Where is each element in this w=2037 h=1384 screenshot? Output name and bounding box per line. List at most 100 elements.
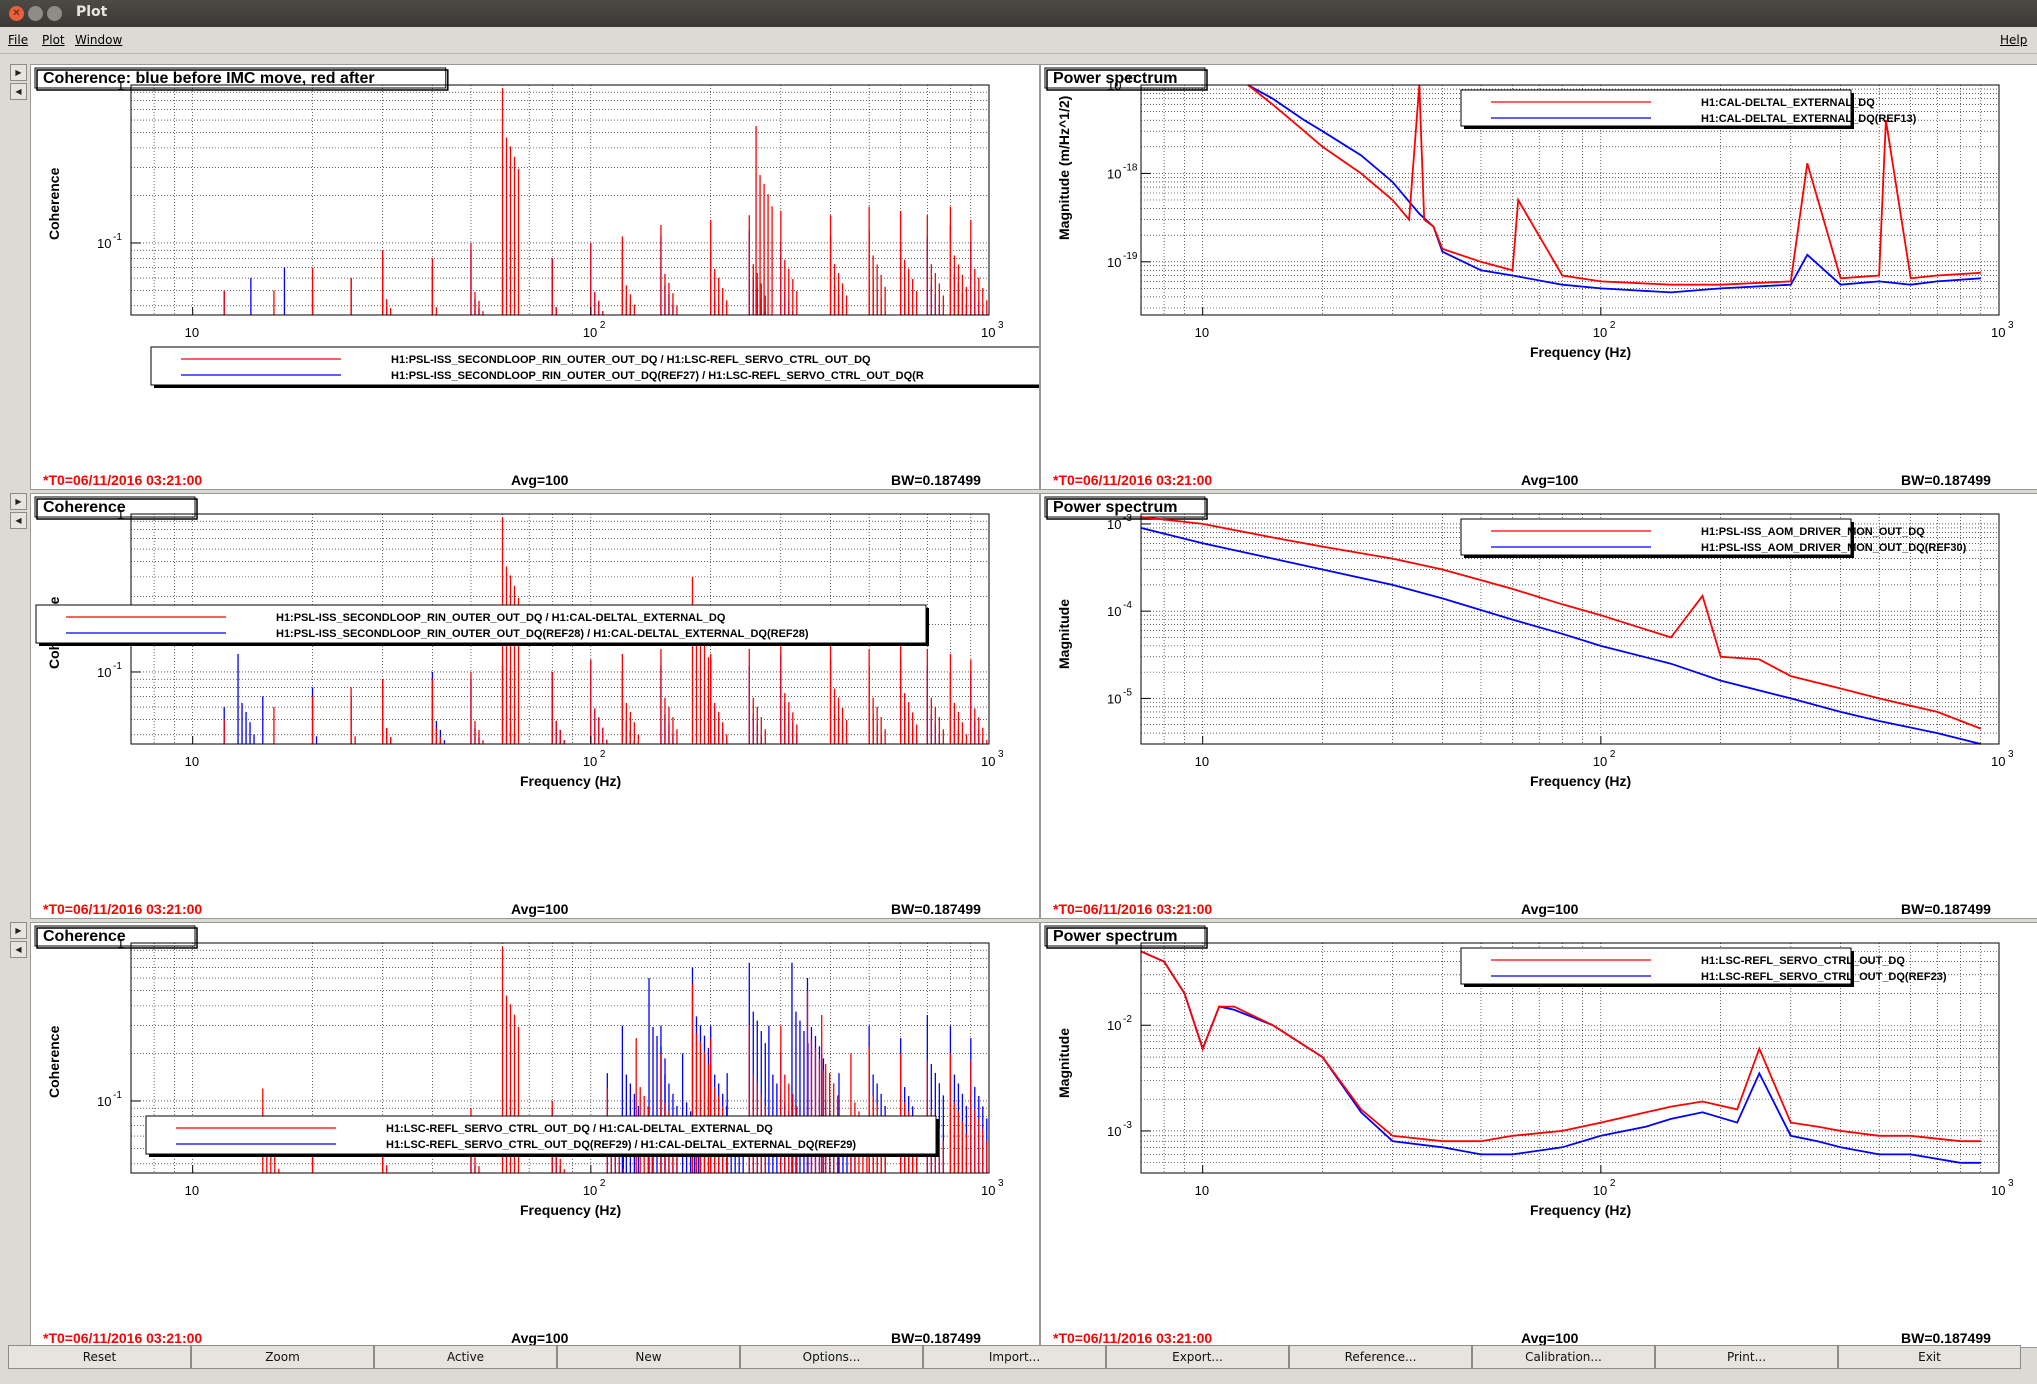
- x-tick-label: 10: [981, 325, 995, 340]
- plot-title-box: [1044, 67, 1206, 89]
- pad-up-arrow-icon[interactable]: ▶: [10, 64, 27, 81]
- menu-plot[interactable]: Plot: [42, 33, 65, 47]
- close-icon[interactable]: ✕: [9, 6, 24, 21]
- plot-title-box: [34, 67, 447, 89]
- x-tick-exponent: 2: [1610, 1178, 1616, 1189]
- x-tick-label: 10: [185, 754, 199, 769]
- plot-pad-spectrum-top[interactable]: Power spectrum 10 10 2 10 3 10 -17 10 -18 10 -19 Fre…: [1040, 64, 2037, 490]
- zoom-button[interactable]: Zoom: [191, 1345, 374, 1369]
- reset-button[interactable]: Reset: [8, 1345, 191, 1369]
- y-tick-exponent: -4: [1123, 600, 1132, 611]
- series-line-0: [1140, 527, 1982, 745]
- legend-entry: H1:LSC-REFL_SERVO_CTRL_OUT_DQ(REF23): [1701, 971, 1947, 983]
- y-tick-exponent: -18: [1123, 162, 1138, 173]
- x-tick-label: 10: [583, 754, 597, 769]
- menu-file[interactable]: File: [8, 33, 29, 47]
- grid: [1140, 514, 2000, 745]
- x-axis-label: Frequency (Hz): [1530, 1202, 1631, 1218]
- legend-entry: H1:LSC-REFL_SERVO_CTRL_OUT_DQ: [1701, 955, 1905, 967]
- calibration-button[interactable]: Calibration...: [1472, 1345, 1655, 1369]
- legend-entry: H1:CAL-DELTAL_EXTERNAL_DQ: [1701, 97, 1875, 109]
- x-tick-exponent: 3: [2008, 749, 2014, 760]
- bottom-toolbar: Reset Zoom Active New Options... Import.…: [8, 1345, 2034, 1369]
- x-tick-label: 10: [1991, 1183, 2005, 1198]
- footer-t0: *T0=06/11/2016 03:21:00: [1053, 472, 1212, 488]
- y-tick-label: 10: [97, 236, 111, 251]
- menu-help[interactable]: Help: [2000, 33, 2028, 47]
- minimize-icon[interactable]: [28, 6, 43, 21]
- plot-pad-spectrum-bottom[interactable]: Power spectrum 10 10 2 10 3 10 -2 10 -3 Frequency …: [1040, 922, 2037, 1348]
- pad-down-arrow-icon[interactable]: ◀: [10, 512, 27, 529]
- x-axis-label: Frequency (Hz): [1530, 773, 1631, 789]
- y-tick-label: 1: [117, 78, 124, 93]
- plot-title-box: [34, 496, 196, 518]
- y-tick-exponent: -5: [1123, 687, 1132, 698]
- footer-bw: BW=0.187499: [1901, 901, 1991, 917]
- export-button[interactable]: Export...: [1106, 1345, 1289, 1369]
- footer-t0: *T0=06/11/2016 03:21:00: [1053, 1330, 1212, 1346]
- plot-title-shadow: [1046, 69, 1208, 91]
- options-button[interactable]: Options...: [740, 1345, 923, 1369]
- active-button[interactable]: Active: [374, 1345, 557, 1369]
- x-tick-label: 10: [1195, 325, 1209, 340]
- menu-bar: File Plot Window Help: [0, 27, 2037, 54]
- series-line-1: [1247, 84, 1981, 286]
- plot-title-box: [1044, 496, 1206, 518]
- x-tick-exponent: 2: [600, 1178, 606, 1189]
- plot-pad-coherence-bottom[interactable]: Coherence 10 10 2 10 3 1 10 -1 Frequency (Hz) Cohe…: [30, 922, 1040, 1348]
- plot-title: Coherence: [43, 499, 126, 516]
- legend-entry: H1:PSL-ISS_SECONDLOOP_RIN_OUTER_OUT_DQ /…: [391, 354, 871, 366]
- exit-button[interactable]: Exit: [1838, 1345, 2021, 1369]
- new-button[interactable]: New: [557, 1345, 740, 1369]
- legend-box: [35, 604, 927, 644]
- reference-button[interactable]: Reference...: [1289, 1345, 1472, 1369]
- plot-pad-coherence-top[interactable]: Coherence: blue before IMC move, red aft…: [30, 64, 1040, 490]
- legend-box: [1460, 89, 1852, 127]
- y-tick-exponent: -3: [1123, 1120, 1132, 1131]
- x-axis-label: Frequency (Hz): [520, 773, 621, 789]
- x-tick-label: 10: [1195, 754, 1209, 769]
- y-tick-exponent: -1: [113, 1090, 122, 1101]
- x-axis-label: Frequency (Hz): [520, 1202, 621, 1218]
- plot-pad-spectrum-middle[interactable]: Power spectrum 10 10 2 10 3 10 -3 10 -4 10 -5 Freque…: [1040, 493, 2037, 919]
- series-spikes-1: [223, 88, 988, 315]
- series-line-1: [1140, 516, 1982, 730]
- import-button[interactable]: Import...: [923, 1345, 1106, 1369]
- plot-frame: [1140, 84, 2000, 316]
- x-axis-label: Frequency (Hz): [1530, 344, 1631, 360]
- maximize-icon[interactable]: [47, 6, 62, 21]
- plot-title-shadow: [1046, 498, 1208, 520]
- plot-title: Power spectrum: [1053, 70, 1177, 87]
- footer-bw: BW=0.187499: [1901, 1330, 1991, 1346]
- y-tick-label: 10: [1107, 604, 1121, 619]
- footer-avg: Avg=100: [1521, 901, 1579, 917]
- x-tick-exponent: 3: [2008, 320, 2014, 331]
- y-tick-label: 10: [1107, 1124, 1121, 1139]
- legend-entry: H1:PSL-ISS_AOM_DRIVER_MON_OUT_DQ: [1701, 526, 1925, 538]
- pad-up-arrow-icon[interactable]: ▶: [10, 493, 27, 510]
- x-tick-label: 10: [1991, 754, 2005, 769]
- pad-up-arrow-icon[interactable]: ▶: [10, 922, 27, 939]
- y-tick-label: 10: [97, 1094, 111, 1109]
- footer-t0: *T0=06/11/2016 03:21:00: [43, 1330, 202, 1346]
- x-tick-label: 10: [981, 754, 995, 769]
- x-tick-label: 10: [981, 1183, 995, 1198]
- legend-entry: H1:PSL-ISS_SECONDLOOP_RIN_OUTER_OUT_DQ(R…: [276, 628, 809, 640]
- legend-entry: H1:LSC-REFL_SERVO_CTRL_OUT_DQ / H1:CAL-D…: [386, 1123, 773, 1135]
- y-tick-exponent: -17: [1123, 74, 1138, 85]
- legend-box: [150, 346, 1039, 386]
- x-tick-label: 10: [1991, 325, 2005, 340]
- x-tick-exponent: 2: [600, 749, 606, 760]
- menu-window[interactable]: Window: [75, 33, 123, 47]
- plot-title: Coherence: blue before IMC move, red aft…: [43, 70, 375, 87]
- y-axis-label: Magnitude (m/Hz^1/2): [1056, 96, 1072, 240]
- window-title: Plot: [76, 4, 108, 20]
- y-tick-label: 10: [97, 665, 111, 680]
- x-tick-label: 10: [185, 1183, 199, 1198]
- pad-down-arrow-icon[interactable]: ◀: [10, 941, 27, 958]
- x-tick-exponent: 2: [600, 320, 606, 331]
- print-button[interactable]: Print...: [1655, 1345, 1838, 1369]
- pad-down-arrow-icon[interactable]: ◀: [10, 83, 27, 100]
- plot-title-shadow: [36, 69, 449, 91]
